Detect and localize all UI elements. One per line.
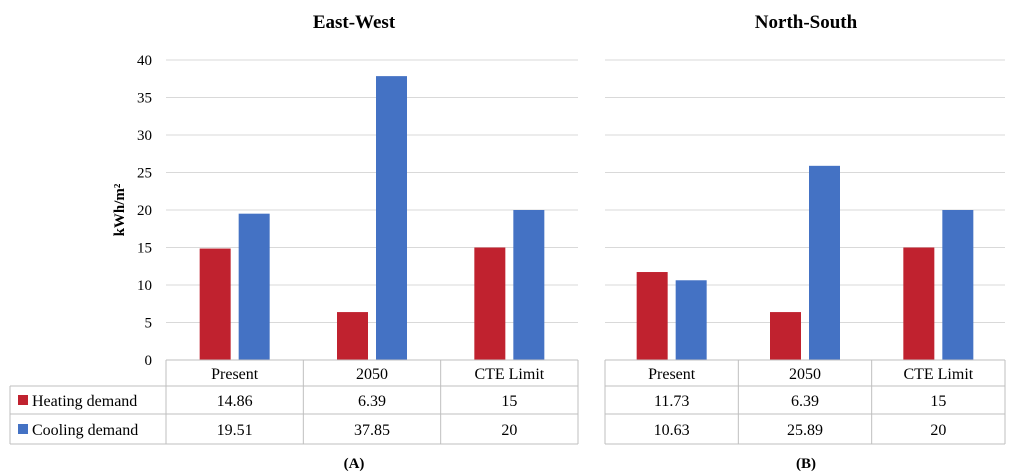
legend-label: Cooling demand xyxy=(32,422,138,439)
bar-cooling-demand xyxy=(513,210,545,360)
bar-cooling-demand xyxy=(376,76,407,360)
bar-heating-demand xyxy=(474,247,506,360)
category-label: Present xyxy=(648,366,696,383)
legend-swatch xyxy=(18,424,28,434)
legend-label: Heating demand xyxy=(32,393,137,410)
y-tick-label: 25 xyxy=(137,166,152,182)
bar-cooling-demand xyxy=(942,210,974,360)
bar-cooling-demand xyxy=(675,280,707,360)
bar-heating-demand xyxy=(770,312,801,360)
bar-heating-demand xyxy=(199,248,231,360)
panel-label: (A) xyxy=(344,456,365,472)
chart-title: North-South xyxy=(755,12,858,33)
data-label: 20 xyxy=(501,422,517,439)
y-tick-label: 30 xyxy=(137,128,152,144)
chart-title: East-West xyxy=(313,12,396,33)
data-label: 14.86 xyxy=(217,393,253,410)
data-label: 20 xyxy=(930,422,946,439)
data-label: 6.39 xyxy=(358,393,386,410)
category-label: Present xyxy=(211,366,259,383)
y-tick-label: 10 xyxy=(137,278,152,294)
category-label: 2050 xyxy=(789,366,821,383)
bar-cooling-demand xyxy=(809,165,840,360)
bar-heating-demand xyxy=(903,247,935,360)
data-label: 15 xyxy=(501,393,517,410)
data-label: 15 xyxy=(930,393,946,410)
y-tick-label: 35 xyxy=(137,91,152,107)
y-tick-label: 20 xyxy=(137,203,152,219)
legend-swatch xyxy=(18,395,28,405)
bar-heating-demand xyxy=(337,312,368,360)
category-label: CTE Limit xyxy=(474,366,544,383)
y-tick-label: 0 xyxy=(145,353,153,369)
y-tick-label: 15 xyxy=(137,241,152,257)
category-label: 2050 xyxy=(356,366,388,383)
category-label: CTE Limit xyxy=(903,366,973,383)
y-axis-label: kWh/m² xyxy=(112,183,128,236)
data-label: 25.89 xyxy=(787,422,823,439)
y-tick-label: 40 xyxy=(137,53,152,69)
panel-label: (B) xyxy=(796,456,816,472)
bar-heating-demand xyxy=(636,272,668,360)
data-label: 37.85 xyxy=(354,422,390,439)
data-label: 6.39 xyxy=(791,393,819,410)
data-label: 10.63 xyxy=(654,422,690,439)
data-label: 11.73 xyxy=(654,393,689,410)
bar-cooling-demand xyxy=(238,213,270,360)
y-tick-label: 5 xyxy=(145,316,153,332)
data-label: 19.51 xyxy=(217,422,253,439)
